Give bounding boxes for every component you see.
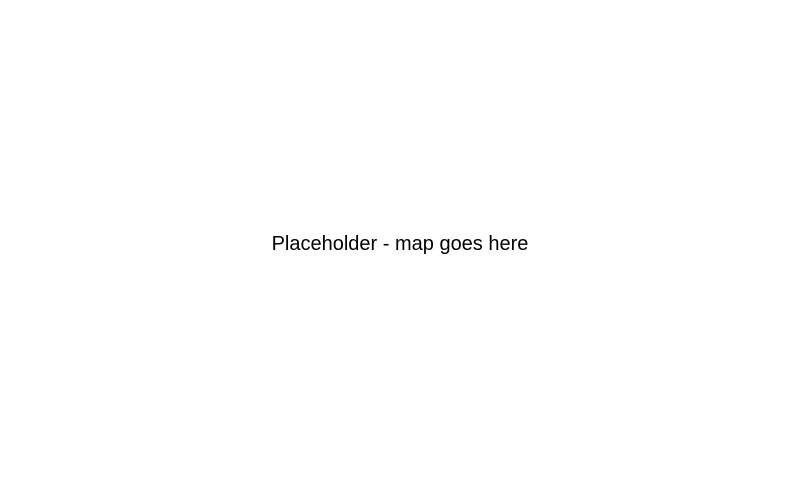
svg-text:Placeholder - map goes here: Placeholder - map goes here xyxy=(272,233,529,255)
